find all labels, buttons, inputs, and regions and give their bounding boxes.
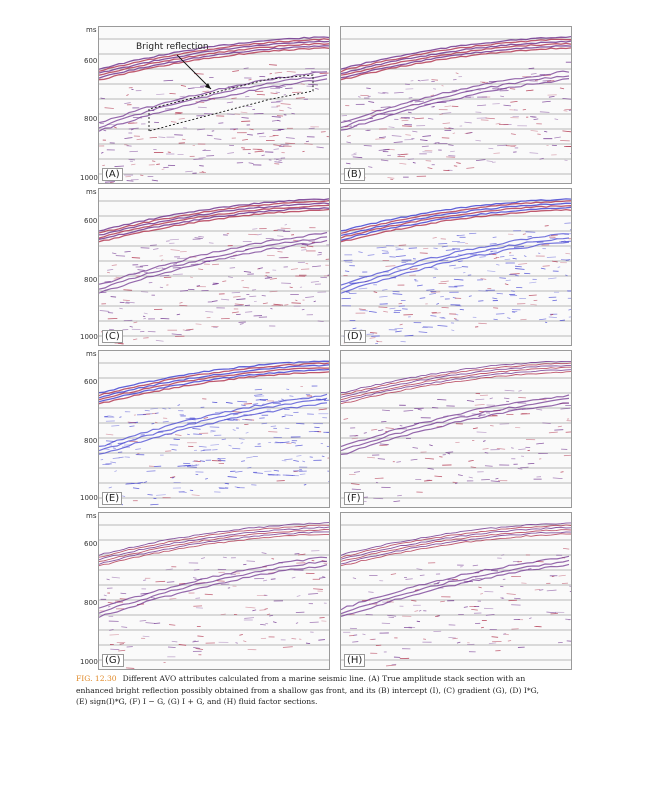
figure-number: FIG. 12.30 [76,674,117,683]
axis-tick-1000-4: 1000 [80,658,98,666]
panel-a: (A) [98,26,330,184]
panel-c: (C) [98,188,330,346]
axis-unit-label-2: ms [86,188,97,196]
axis-unit-label-4: ms [86,512,97,520]
figure-caption: FIG. 12.30 Different AVO attributes calcu… [76,673,580,708]
seismic-section-a [99,36,329,183]
axis-tick-1000: 1000 [80,174,98,182]
seismic-section-e [99,360,329,506]
axis-tick-800-2: 800 [84,276,98,284]
panel-letter-g: (G) [102,654,124,667]
caption-line-1: Different AVO attributes calculated from… [122,674,526,683]
panel-d: (D) [340,188,572,346]
seismic-section-h [341,522,571,667]
panel-letter-e: (E) [102,492,123,505]
axis-tick-800: 800 [84,115,98,123]
axis-tick-1000-3: 1000 [80,494,98,502]
axis-tick-600-4: 600 [84,540,98,548]
seismic-section-b [341,35,571,180]
panel-letter-h: (H) [344,654,366,667]
panel-letter-b: (B) [344,168,365,181]
seismic-section-c [99,198,329,345]
panel-g: (G) [98,512,330,670]
axis-unit-label-3: ms [86,350,97,358]
axis-unit-label: ms [86,26,97,34]
axis-tick-600-3: 600 [84,378,98,386]
panel-letter-d: (D) [344,330,366,343]
axis-tick-600-2: 600 [84,217,98,225]
panel-letter-c: (C) [102,330,123,343]
axis-tick-800-3: 800 [84,437,98,445]
panel-b: (B) [340,26,572,184]
axis-tick-800-4: 800 [84,599,98,607]
seismic-section-f [341,361,571,505]
panel-letter-f: (F) [344,492,364,505]
bright-reflection-label: Bright reflection [136,42,209,52]
panel-h: (H) [340,512,572,670]
figure-avo-attributes: ms 600 800 1000 (A) Bright reflection (B… [78,22,578,670]
panel-f: (F) [340,350,572,508]
panel-letter-a: (A) [102,168,123,181]
caption-line-3: (E) sign(I)*G, (F) I − G, (G) I + G, and… [76,697,318,706]
axis-tick-600: 600 [84,57,98,65]
panel-e: (E) [98,350,330,508]
seismic-section-g [99,522,329,669]
caption-line-2: enhanced bright reflection possibly obta… [76,685,539,695]
seismic-section-d [341,198,571,345]
axis-tick-1000-2: 1000 [80,333,98,341]
